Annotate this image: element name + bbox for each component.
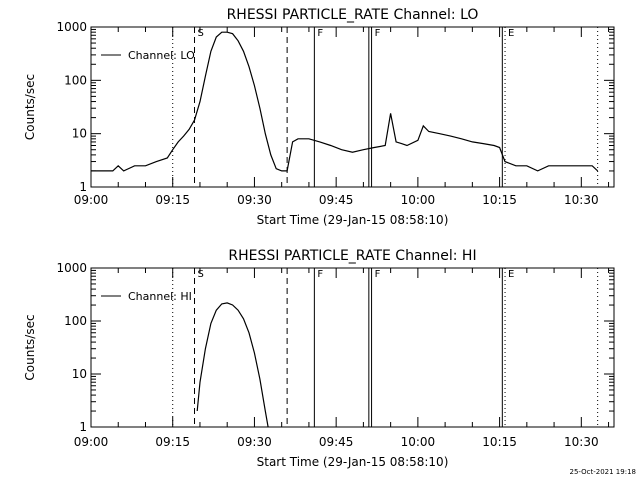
- event-marker-label: F: [375, 269, 381, 280]
- y-tick-label: 100: [64, 314, 87, 328]
- x-tick-label: 09:15: [155, 435, 190, 449]
- date-stamp: 25-Oct-2021 19:18: [570, 468, 636, 476]
- y-tick-label: 1: [79, 420, 87, 434]
- event-marker-label: S: [198, 28, 204, 39]
- y-tick-label: 10: [72, 367, 87, 381]
- chart-title: RHESSI PARTICLE_RATE Channel: LO: [227, 7, 479, 23]
- x-tick-label: 09:30: [237, 435, 272, 449]
- y-axis-label: Counts/sec: [23, 74, 37, 140]
- x-tick-label: 10:30: [564, 193, 599, 207]
- x-tick-label: 09:45: [319, 193, 354, 207]
- plot-frame: [90, 26, 615, 188]
- event-marker-label: E: [508, 269, 514, 280]
- legend-entry: Channel: HI: [128, 290, 192, 303]
- x-tick-label: 10:30: [564, 435, 599, 449]
- y-tick-label: 100: [64, 73, 87, 87]
- x-tick-label: 10:00: [401, 193, 436, 207]
- x-tick-label: 09:00: [74, 435, 109, 449]
- event-marker-label: S: [198, 269, 204, 280]
- series-line: [91, 31, 599, 172]
- y-tick-label: 10: [72, 127, 87, 141]
- panel-lo-channel: RHESSI PARTICLE_RATE Channel: LO 1 10 100 10…: [23, 7, 615, 227]
- event-marker-label: F: [317, 28, 323, 39]
- x-tick-label: 09:00: [74, 193, 109, 207]
- x-axis-label: Start Time (29-Jan-15 08:58:10): [257, 455, 449, 469]
- chart-title: RHESSI PARTICLE_RATE Channel: HI: [228, 248, 476, 264]
- y-tick-label: 1000: [56, 261, 87, 275]
- event-marker-label: E: [508, 28, 514, 39]
- plot-frame: [90, 267, 615, 428]
- event-marker-label: F: [317, 269, 323, 280]
- x-axis-label: Start Time (29-Jan-15 08:58:10): [257, 213, 449, 227]
- legend-entry: Channel: LO: [128, 49, 195, 62]
- series-line: [196, 302, 269, 428]
- y-tick-label: 1000: [56, 20, 87, 34]
- x-tick-label: 10:15: [482, 435, 517, 449]
- y-tick-label: 1: [79, 180, 87, 194]
- x-tick-label: 10:15: [482, 193, 517, 207]
- x-tick-label: 09:30: [237, 193, 272, 207]
- event-marker-label: F: [375, 28, 381, 39]
- panel-hi-channel: RHESSI PARTICLE_RATE Channel: HI 1 10 100 10…: [23, 248, 615, 469]
- x-tick-label: 10:00: [401, 435, 436, 449]
- x-tick-label: 09:15: [155, 193, 190, 207]
- x-tick-label: 09:45: [319, 435, 354, 449]
- y-axis-label: Counts/sec: [23, 314, 37, 380]
